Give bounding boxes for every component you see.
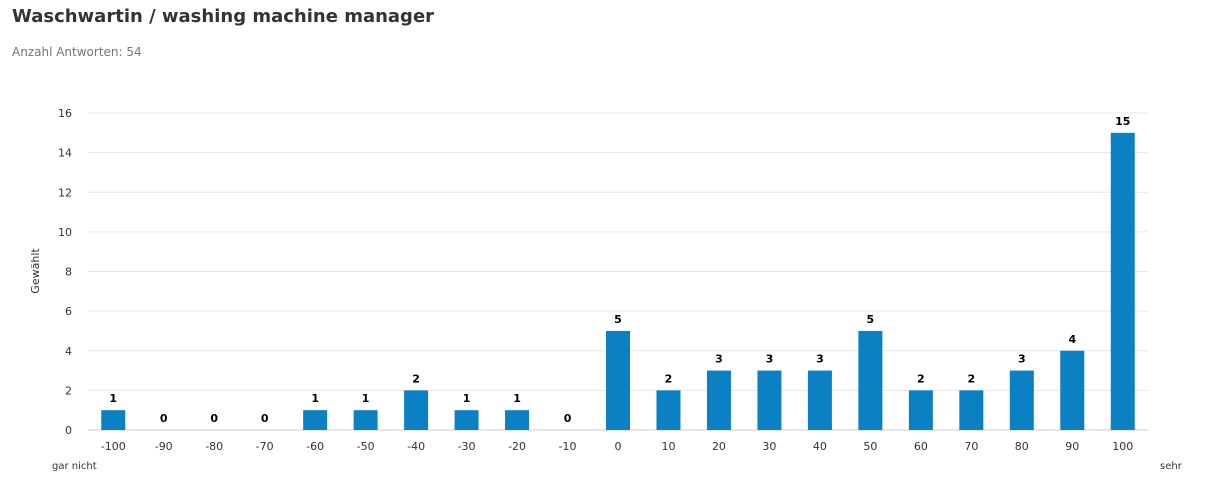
x-tick-label: 60 xyxy=(914,440,928,453)
bar xyxy=(757,370,782,430)
bar xyxy=(353,410,378,430)
bar xyxy=(454,410,479,430)
x-tick-label: 50 xyxy=(863,440,877,453)
data-label: 1 xyxy=(109,392,117,405)
bars xyxy=(101,132,1135,430)
y-tick-label: 14 xyxy=(58,147,72,160)
x-tick-label: 30 xyxy=(762,440,776,453)
data-label: 15 xyxy=(1115,115,1130,128)
bar xyxy=(908,390,933,430)
x-axis-ticks: -100 -90 -80 -70 -60 -50 -40 -30 -20 -10 0 10 20 30 40… xyxy=(101,440,1134,453)
x-tick-label: 90 xyxy=(1065,440,1079,453)
data-label: 0 xyxy=(564,412,572,425)
data-label: 0 xyxy=(160,412,168,425)
x-tick-label: -40 xyxy=(407,440,425,453)
x-tick-label: -20 xyxy=(508,440,526,453)
y-tick-label: 10 xyxy=(58,226,72,239)
bar xyxy=(303,410,328,430)
bar xyxy=(656,390,681,430)
x-tick-label: 80 xyxy=(1015,440,1029,453)
data-labels: 1 0 0 0 1 1 2 1 1 0 5 2 3 3 3 5 2 2 3 4 15 xyxy=(109,115,1130,425)
bar xyxy=(1009,370,1034,430)
scale-right-label: sehr xyxy=(1160,461,1183,472)
y-tick-label: 12 xyxy=(58,186,72,199)
x-tick-label: 40 xyxy=(813,440,827,453)
data-label: 0 xyxy=(210,412,218,425)
x-tick-label: -50 xyxy=(357,440,375,453)
bar xyxy=(101,410,126,430)
y-tick-label: 8 xyxy=(65,266,72,279)
bar xyxy=(404,390,429,430)
data-label: 4 xyxy=(1068,333,1076,346)
data-label: 1 xyxy=(513,392,521,405)
scale-left-label: gar nicht xyxy=(52,461,97,472)
x-tick-label: -30 xyxy=(458,440,476,453)
data-label: 5 xyxy=(867,313,875,326)
bar xyxy=(1110,132,1135,430)
y-tick-label: 0 xyxy=(65,424,72,437)
data-label: 1 xyxy=(362,392,370,405)
bar xyxy=(606,330,630,430)
x-tick-label: 100 xyxy=(1112,440,1133,453)
x-tick-label: -10 xyxy=(559,440,577,453)
data-label: 5 xyxy=(614,313,622,326)
data-label: 3 xyxy=(816,353,824,366)
x-tick-label: 0 xyxy=(615,440,622,453)
bar xyxy=(959,390,984,430)
y-tick-label: 4 xyxy=(65,345,72,358)
chart-title: Waschwartin / washing machine manager xyxy=(12,6,435,27)
y-tick-label: 2 xyxy=(65,384,72,397)
bar xyxy=(505,410,530,430)
x-tick-label: -80 xyxy=(205,440,223,453)
y-axis-label: Gewählt xyxy=(29,248,42,294)
x-tick-label: 20 xyxy=(712,440,726,453)
data-label: 2 xyxy=(917,372,925,385)
x-tick-label: -100 xyxy=(101,440,126,453)
data-label: 0 xyxy=(261,412,269,425)
data-label: 2 xyxy=(412,372,420,385)
data-label: 3 xyxy=(1018,353,1026,366)
response-count: Anzahl Antworten: 54 xyxy=(12,45,142,59)
x-tick-label: -60 xyxy=(306,440,324,453)
x-tick-label: 70 xyxy=(964,440,978,453)
bar xyxy=(858,330,883,430)
data-label: 2 xyxy=(665,372,673,385)
x-tick-label: -70 xyxy=(256,440,274,453)
y-tick-label: 16 xyxy=(58,107,72,120)
data-label: 2 xyxy=(968,372,976,385)
data-label: 3 xyxy=(766,353,774,366)
bar xyxy=(1060,350,1085,430)
y-axis-ticks: 0 2 4 6 8 10 12 14 16 xyxy=(58,107,72,437)
data-label: 1 xyxy=(311,392,319,405)
x-tick-label: 10 xyxy=(661,440,675,453)
y-tick-label: 6 xyxy=(65,305,72,318)
bar xyxy=(706,370,731,430)
data-label: 1 xyxy=(463,392,471,405)
x-tick-label: -90 xyxy=(155,440,173,453)
data-label: 3 xyxy=(715,353,723,366)
bar xyxy=(807,370,832,430)
